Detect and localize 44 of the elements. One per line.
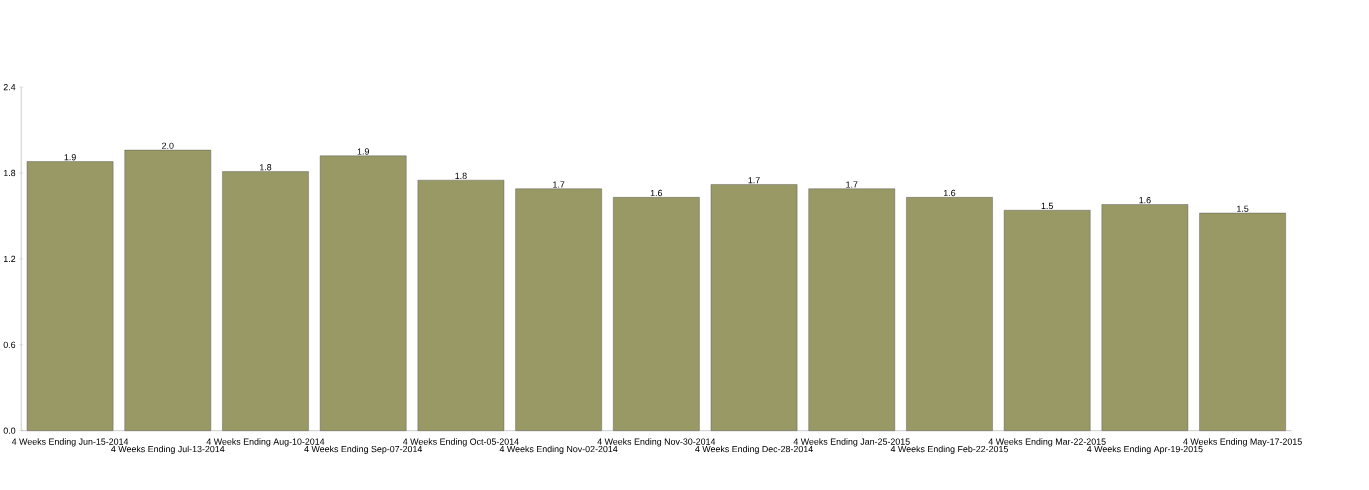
data-label: 1.6 (650, 189, 663, 197)
x-tick-label: 4 Weeks Ending Jan-25-2015 (793, 438, 910, 447)
data-label: 1.6 (943, 189, 956, 197)
x-tick-label: 4 Weeks Ending Nov-30-2014 (597, 438, 716, 447)
data-label: 1.7 (748, 177, 760, 184)
x-tick-label: 4 Weeks Ending Aug-10-2014 (206, 438, 325, 447)
x-tick-label: 4 Weeks Ending Jun-15-2014 (11, 438, 129, 447)
bar (613, 197, 700, 431)
x-tick-label: 4 Weeks Ending Mar-22-2015 (988, 438, 1106, 447)
bar (1101, 204, 1189, 431)
data-label: 1.9 (357, 148, 369, 155)
bar (26, 161, 114, 431)
x-tick-label: 4 Weeks Ending Apr-19-2015 (1086, 445, 1203, 454)
bar (417, 179, 505, 431)
bar (906, 197, 993, 431)
x-tick-label: 4 Weeks Ending May-17-2015 (1183, 438, 1302, 447)
bar (710, 184, 798, 431)
data-label: 1.6 (1139, 196, 1151, 204)
data-label: 1.9 (64, 154, 76, 161)
bar (1003, 210, 1091, 431)
y-tick-label: 1.8 (3, 169, 16, 177)
x-tick-label: 4 Weeks Ending Oct-05-2014 (402, 438, 519, 447)
bar (515, 188, 602, 431)
data-label: 1.7 (553, 181, 565, 188)
data-label: 1.7 (846, 181, 858, 188)
y-tick-label: 0.6 (3, 341, 16, 348)
data-label: 1.5 (1237, 205, 1249, 212)
bar (808, 188, 896, 431)
y-tick-label: 0.0 (3, 427, 16, 434)
data-label: 1.8 (455, 172, 467, 179)
x-tick-label: 4 Weeks Ending Dec-28-2014 (695, 445, 813, 454)
y-tick-label: 1.2 (3, 255, 16, 262)
x-tick-label: 4 Weeks Ending Jul-13-2014 (111, 445, 225, 454)
x-tick-label: 4 Weeks Ending Feb-22-2015 (890, 445, 1008, 454)
bar (1199, 212, 1286, 431)
data-label: 1.5 (1041, 202, 1053, 210)
data-label: 2.0 (162, 142, 174, 149)
bar (124, 149, 212, 431)
y-tick-label: 2.4 (3, 83, 16, 91)
bar (222, 171, 309, 431)
x-tick-label: 4 Weeks Ending Nov-02-2014 (499, 445, 618, 454)
bar (319, 155, 407, 431)
x-tick-label: 4 Weeks Ending Sep-07-2014 (304, 445, 423, 454)
data-label: 1.8 (260, 164, 272, 171)
